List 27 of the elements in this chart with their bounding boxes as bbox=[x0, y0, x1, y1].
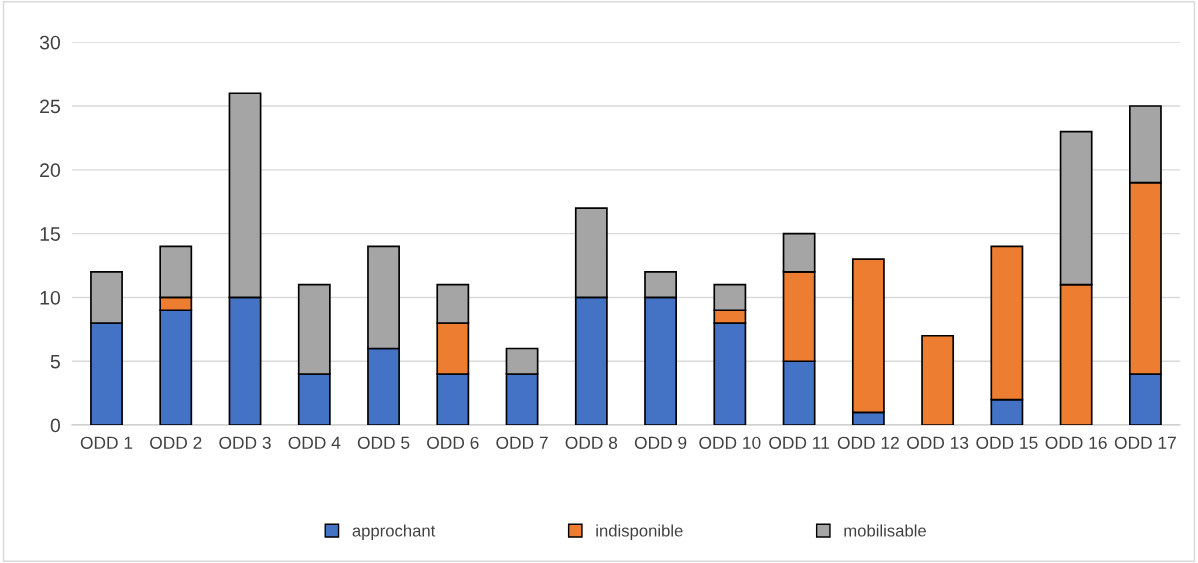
y-tick-label: 15 bbox=[40, 227, 60, 241]
legend-label: approchant bbox=[352, 524, 436, 540]
y-tick-label: 20 bbox=[40, 163, 61, 178]
bar bbox=[921, 334, 955, 426]
y-tick-label: 10 bbox=[40, 290, 61, 305]
y-tick-label: 0 bbox=[50, 418, 61, 433]
x-tick-label: ODD 17 bbox=[1114, 436, 1176, 449]
x-tick-label: ODD 8 bbox=[565, 436, 618, 449]
x-tick-label: ODD 13 bbox=[907, 436, 969, 449]
x-tick-label: ODD 9 bbox=[634, 436, 687, 449]
y-tick-label: 25 bbox=[40, 99, 60, 114]
x-tick-label: ODD 10 bbox=[699, 436, 761, 449]
x-tick-label: ODD 11 bbox=[769, 436, 829, 449]
x-tick-label: ODD 3 bbox=[219, 436, 271, 449]
x-tick-label: ODD 1 bbox=[80, 436, 133, 449]
x-tick-label: ODD 15 bbox=[976, 436, 1038, 449]
legend-label: indisponible bbox=[596, 524, 683, 540]
x-tick-label: ODD 16 bbox=[1045, 436, 1107, 449]
x-tick-label: ODD 7 bbox=[496, 436, 548, 449]
x-tick-label: ODD 12 bbox=[837, 436, 899, 449]
x-tick-label: ODD 5 bbox=[357, 436, 410, 449]
x-tick-label: ODD 4 bbox=[288, 436, 341, 449]
y-tick-label: 5 bbox=[50, 354, 60, 369]
y-tick-label: 30 bbox=[39, 35, 61, 50]
x-tick-label: ODD 6 bbox=[427, 436, 479, 449]
x-tick-label: ODD 2 bbox=[150, 436, 202, 449]
legend-label: mobilisable bbox=[844, 524, 926, 537]
